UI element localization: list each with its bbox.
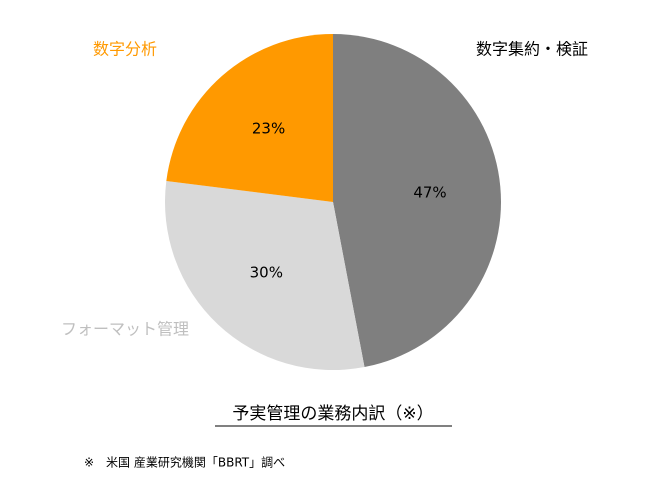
data-label: 30% [250,264,283,282]
category-label: 数字分析 [93,40,157,59]
pie-slice [333,34,502,368]
pie-slice [164,180,365,371]
category-label: フォーマット管理 [61,320,189,339]
pie-slice [166,34,333,202]
chart-title: 予実管理の業務内訳（※） [232,404,433,424]
category-label: 数字集約・検証 [476,40,588,59]
data-label: 23% [252,119,285,137]
footnote: ※ 米国 産業研究機関「BBRT」調べ [84,455,285,470]
data-label: 47% [413,183,446,201]
